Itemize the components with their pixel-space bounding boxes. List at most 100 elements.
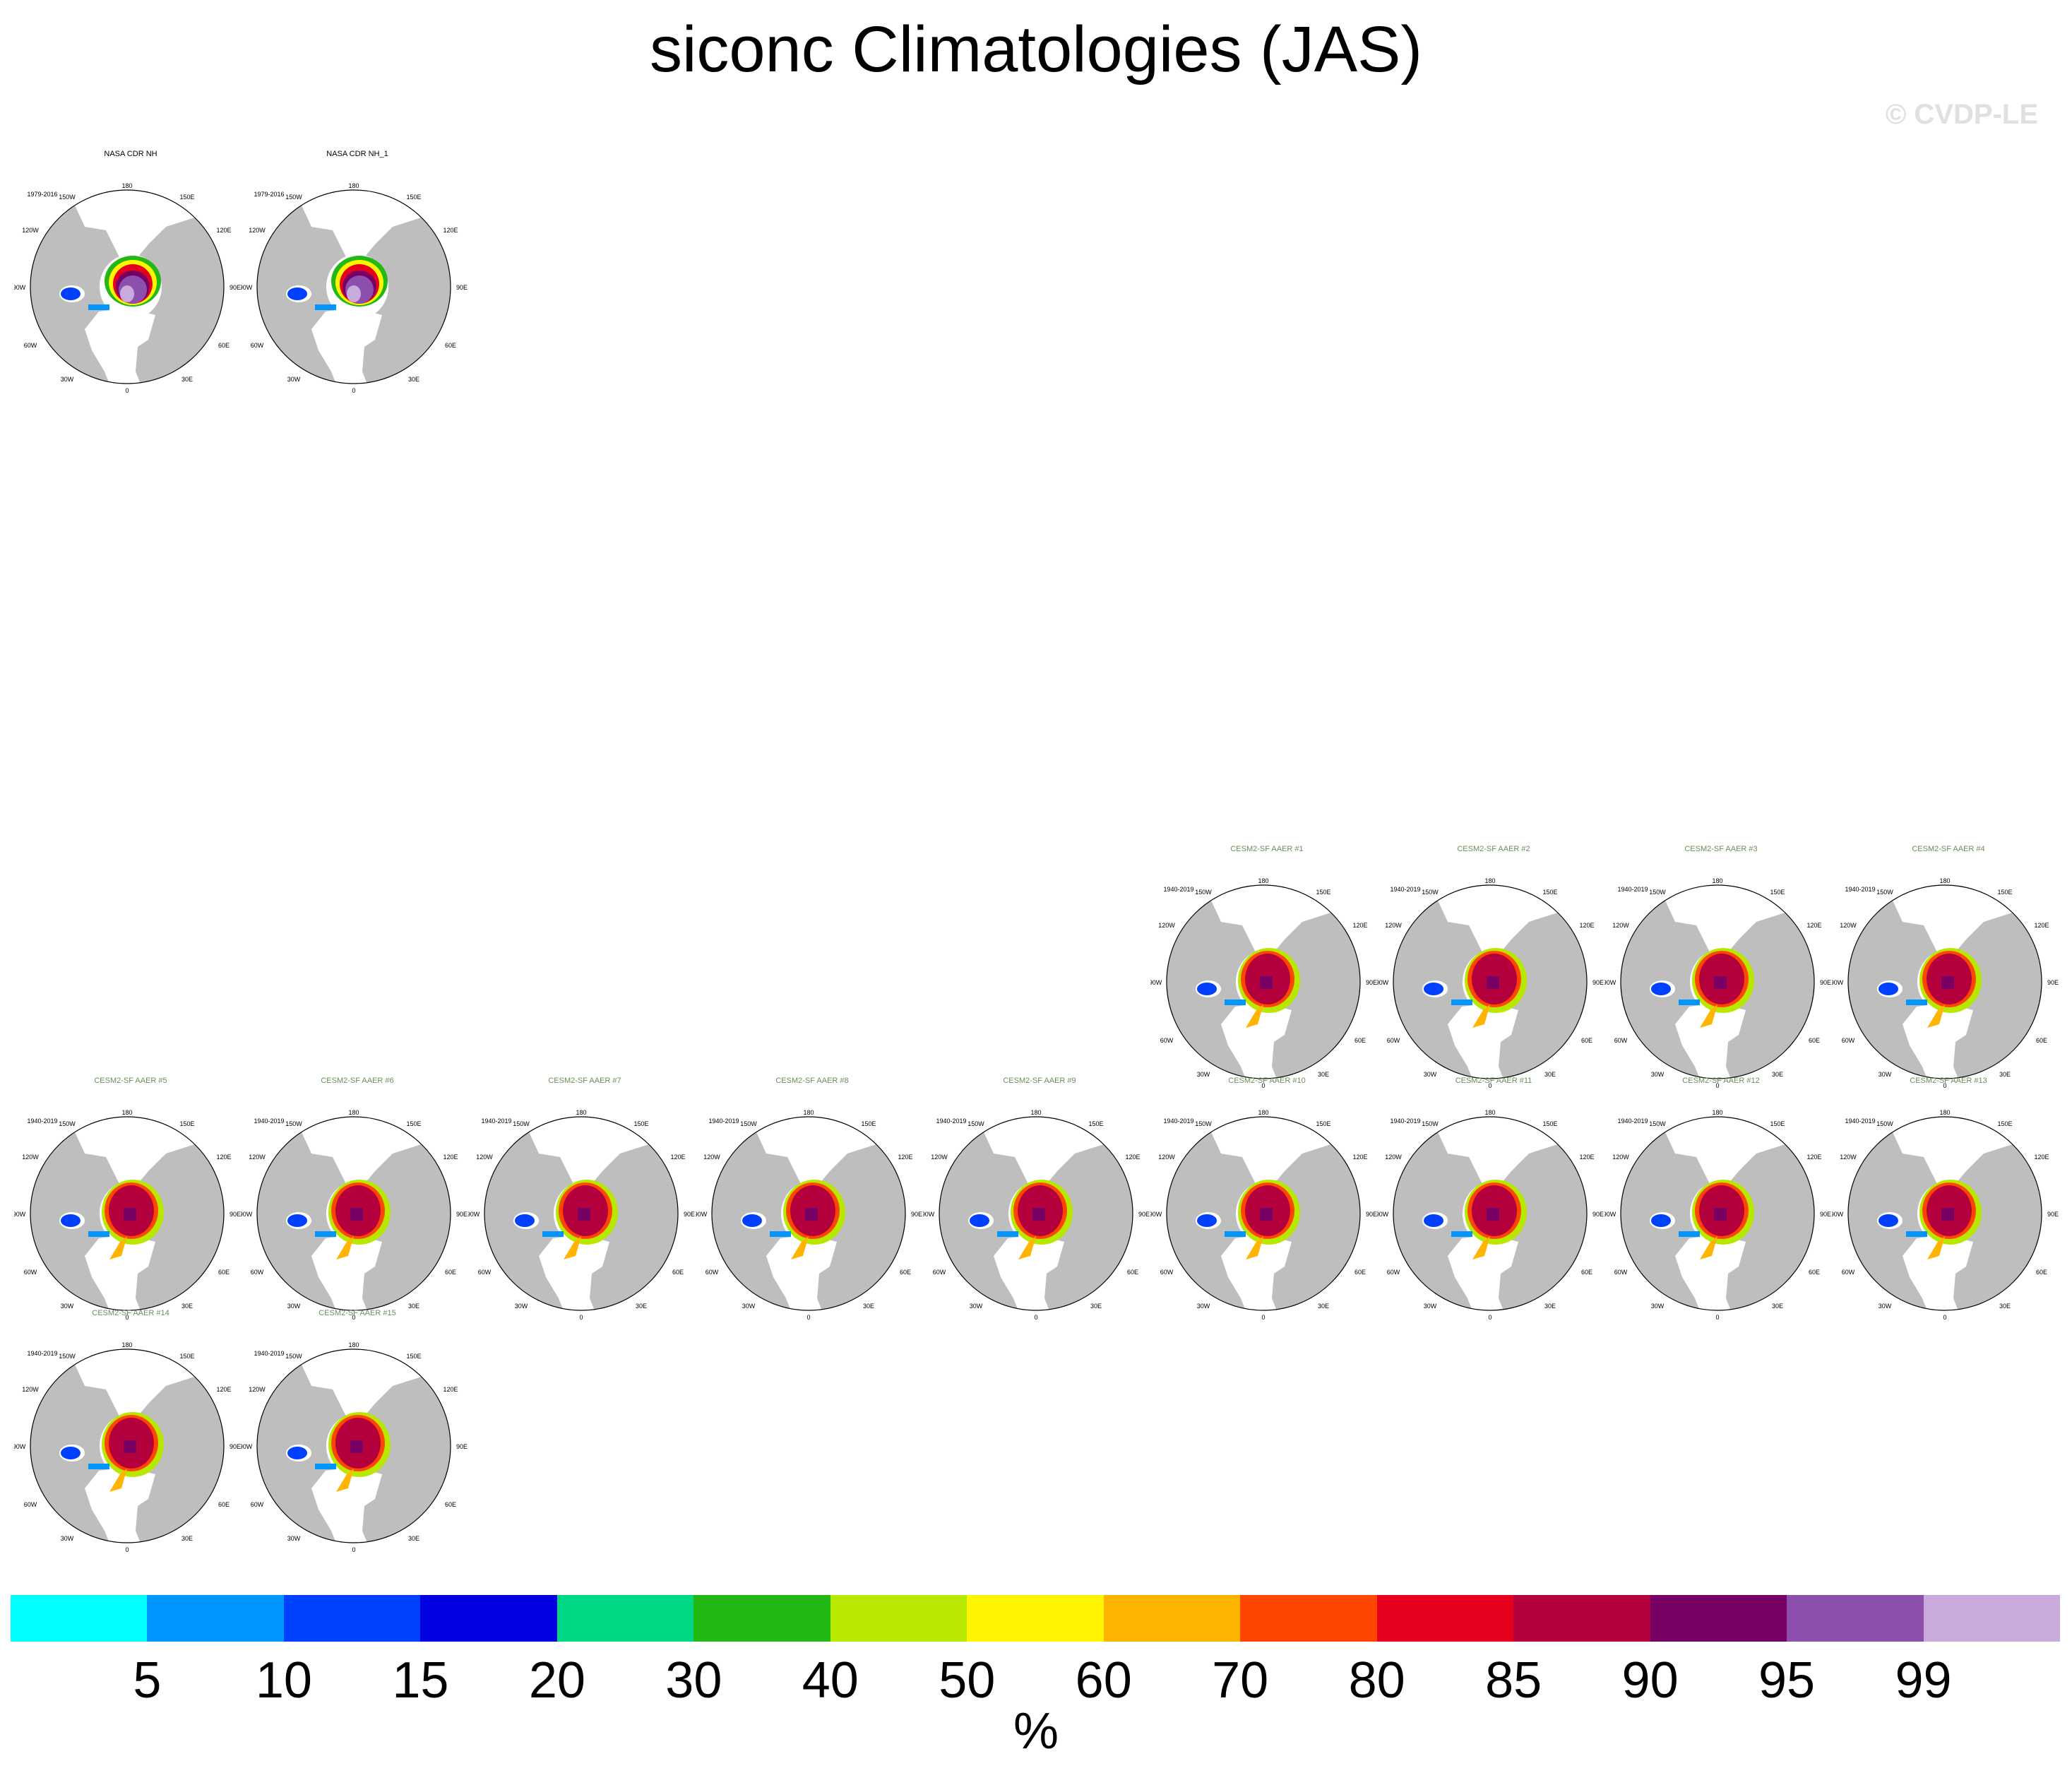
longitude-label: 30E bbox=[408, 1535, 419, 1542]
ice-95 bbox=[1487, 1208, 1499, 1221]
colorbar-box bbox=[1103, 1595, 1241, 1642]
longitude-label: 60E bbox=[1354, 1269, 1366, 1276]
year-range: 1940-2019 bbox=[708, 1117, 739, 1125]
ice-greenland-sea bbox=[109, 1469, 127, 1492]
longitude-label: 120W bbox=[1840, 922, 1857, 929]
longitude-label: 150W bbox=[285, 194, 302, 201]
ocean-pacific bbox=[1881, 1117, 2017, 1192]
longitude-label: 30W bbox=[61, 1303, 74, 1310]
longitude-label: 120E bbox=[898, 1154, 912, 1161]
longitude-label: 90W bbox=[14, 1443, 26, 1450]
longitude-label: 90E bbox=[456, 1443, 468, 1450]
ocean-pacific bbox=[1200, 885, 1335, 961]
map-border bbox=[1166, 884, 1361, 1079]
longitude-label: 90W bbox=[1604, 1211, 1616, 1218]
year-range: 1940-2019 bbox=[1163, 1117, 1193, 1125]
ocean-pacific bbox=[64, 1117, 199, 1192]
longitude-label: 30W bbox=[515, 1303, 528, 1310]
panel-title: CESM2-SF AAER #15 bbox=[318, 1309, 396, 1317]
colorbar-units: % bbox=[1013, 1703, 1059, 1760]
map-border bbox=[30, 1116, 225, 1311]
longitude-label: 120E bbox=[2034, 922, 2049, 929]
longitude-label: 120W bbox=[1612, 1154, 1629, 1161]
longitude-label: 150E bbox=[406, 1120, 421, 1127]
ice-greenland-sea bbox=[1927, 1004, 1945, 1028]
ice-hudson bbox=[61, 1447, 81, 1459]
longitude-label: 30W bbox=[742, 1303, 756, 1310]
longitude-label: 60W bbox=[251, 1501, 264, 1508]
map-panel: CESM2-SF AAER #8 180 150E 120E 90E 60E 30E 0 30W… bbox=[696, 1077, 929, 1324]
ocean-atlantic bbox=[1903, 1003, 1973, 1079]
ice-baffin bbox=[1679, 1000, 1700, 1005]
ice-95 bbox=[1032, 1208, 1045, 1221]
panel-title: NASA CDR NH bbox=[104, 150, 157, 158]
longitude-label: 150E bbox=[179, 194, 194, 201]
ice-baffin bbox=[315, 1231, 336, 1237]
colorbar-tick-label: 90 bbox=[1621, 1652, 1679, 1709]
longitude-label: 90E bbox=[230, 1211, 241, 1218]
year-range: 1940-2019 bbox=[1163, 886, 1193, 893]
longitude-label: 0 bbox=[806, 1314, 810, 1321]
year-range: 1979-2016 bbox=[27, 191, 57, 198]
map-panel: CESM2-SF AAER #5 180 150E 120E 90E 60E 30E 0 30W… bbox=[14, 1077, 247, 1324]
colorbar-box bbox=[556, 1595, 694, 1642]
longitude-label: 90E bbox=[1138, 1211, 1150, 1218]
longitude-label: 30E bbox=[1544, 1071, 1556, 1078]
longitude-label: 90E bbox=[2047, 1211, 2059, 1218]
map-panel: CESM2-SF AAER #3 180 150E 120E 90E 60E 30E 0 30W… bbox=[1604, 845, 1838, 1092]
year-range: 1940-2019 bbox=[1617, 886, 1648, 893]
panel-title: NASA CDR NH_1 bbox=[326, 150, 388, 158]
colorbar-box bbox=[1650, 1595, 1787, 1642]
ocean-pacific bbox=[290, 1349, 426, 1425]
longitude-label: 150W bbox=[59, 1353, 76, 1360]
ice-95 bbox=[1714, 976, 1727, 989]
ice-hudson bbox=[1424, 983, 1443, 995]
longitude-label: 30E bbox=[181, 376, 193, 383]
longitude-label: 150E bbox=[406, 1353, 421, 1360]
ice-greenland-sea bbox=[336, 1236, 354, 1259]
polar-map: 180 150E 120E 90E 60E 30E 0 30W 60W 90W 120W 150W19… bbox=[468, 1109, 695, 1321]
ice-95 bbox=[1260, 1208, 1273, 1221]
longitude-label: 90E bbox=[911, 1211, 922, 1218]
longitude-label: 120W bbox=[22, 1386, 39, 1393]
longitude-label: 60E bbox=[1127, 1269, 1138, 1276]
map-panel: CESM2-SF AAER #13 180 150E 120E 90E 60E 30E 0 30… bbox=[1832, 1077, 2065, 1324]
panel-title: CESM2-SF AAER #1 bbox=[1230, 845, 1304, 853]
watermark: © CVDP-LE bbox=[1885, 99, 2038, 130]
longitude-label: 90W bbox=[1150, 979, 1162, 986]
longitude-label: 60E bbox=[445, 1501, 456, 1508]
year-range: 1979-2016 bbox=[254, 191, 284, 198]
longitude-label: 90W bbox=[1150, 1211, 1162, 1218]
panel-title: CESM2-SF AAER #8 bbox=[775, 1077, 849, 1085]
longitude-label: 30E bbox=[1544, 1303, 1556, 1310]
colorbar bbox=[11, 1595, 2061, 1642]
longitude-label: 120W bbox=[1158, 1154, 1175, 1161]
colorbar-box bbox=[283, 1595, 421, 1642]
longitude-label: 90E bbox=[456, 284, 468, 291]
longitude-label: 120E bbox=[443, 227, 458, 234]
panel-title: CESM2-SF AAER #9 bbox=[1003, 1077, 1076, 1085]
map-border bbox=[30, 189, 225, 384]
longitude-label: 0 bbox=[1034, 1314, 1037, 1321]
longitude-label: 180 bbox=[1712, 1109, 1722, 1116]
longitude-label: 60E bbox=[2036, 1037, 2047, 1044]
longitude-label: 150E bbox=[1316, 1120, 1330, 1127]
longitude-label: 120W bbox=[1385, 1154, 1402, 1161]
ice-100 bbox=[347, 285, 361, 302]
longitude-label: 30W bbox=[61, 376, 74, 383]
longitude-label: 0 bbox=[1488, 1082, 1492, 1089]
longitude-label: 120E bbox=[1579, 1154, 1594, 1161]
longitude-label: 150W bbox=[285, 1120, 302, 1127]
longitude-label: 30E bbox=[1999, 1303, 2011, 1310]
longitude-label: 30W bbox=[1197, 1303, 1210, 1310]
longitude-label: 30E bbox=[863, 1303, 874, 1310]
longitude-label: 90W bbox=[1832, 979, 1844, 986]
longitude-label: 120E bbox=[216, 1154, 231, 1161]
longitude-label: 180 bbox=[1484, 1109, 1495, 1116]
longitude-label: 150W bbox=[1422, 889, 1439, 896]
longitude-label: 180 bbox=[1258, 877, 1268, 884]
longitude-label: 0 bbox=[1261, 1082, 1265, 1089]
longitude-label: 60W bbox=[933, 1269, 946, 1276]
ice-greenland-sea bbox=[1472, 1236, 1490, 1259]
longitude-label: 60W bbox=[478, 1269, 492, 1276]
